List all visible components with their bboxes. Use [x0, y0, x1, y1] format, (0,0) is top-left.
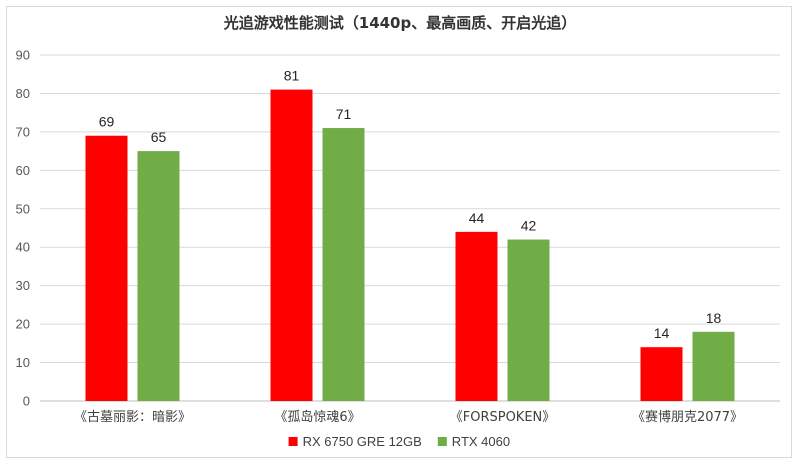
y-tick-label: 30: [16, 278, 30, 293]
y-tick-label: 80: [16, 86, 30, 101]
bar: [640, 347, 683, 401]
data-label: 81: [284, 68, 300, 84]
data-label: 65: [151, 129, 167, 145]
bar: [455, 231, 498, 401]
y-tick-label: 40: [16, 240, 30, 255]
data-label: 18: [706, 310, 722, 326]
y-tick-label: 0: [23, 394, 30, 409]
x-tick-label: 《赛博朋克2077》: [632, 409, 743, 425]
x-tick-label: 《孤岛惊魂6》: [274, 409, 360, 425]
x-tick-label: 《FORSPOKEN》: [450, 410, 556, 425]
data-label: 71: [336, 106, 352, 122]
bar: [322, 128, 365, 402]
data-label: 14: [654, 325, 670, 341]
y-tick-label: 10: [16, 355, 30, 370]
legend-swatch: [437, 437, 447, 446]
bar: [507, 239, 550, 401]
legend-label: RTX 4060: [452, 434, 510, 449]
bar: [85, 135, 128, 401]
bar: [692, 331, 735, 401]
y-tick-label: 50: [16, 201, 30, 216]
y-tick-label: 70: [16, 124, 30, 139]
data-label: 44: [469, 210, 485, 226]
y-tick-label: 20: [16, 317, 30, 332]
y-tick-label: 90: [16, 48, 30, 63]
legend-label: RX 6750 GRE 12GB: [303, 434, 422, 449]
y-tick-label: 60: [16, 163, 30, 178]
legend-swatch: [288, 437, 298, 446]
bar: [270, 89, 313, 401]
x-tick-label: 《古墓丽影：暗影》: [74, 410, 191, 425]
data-label: 69: [99, 114, 115, 130]
data-label: 42: [521, 218, 537, 234]
chart-title: 光追游戏性能测试（1440p、最高画质、开启光追）: [223, 14, 577, 32]
bar: [137, 151, 180, 401]
